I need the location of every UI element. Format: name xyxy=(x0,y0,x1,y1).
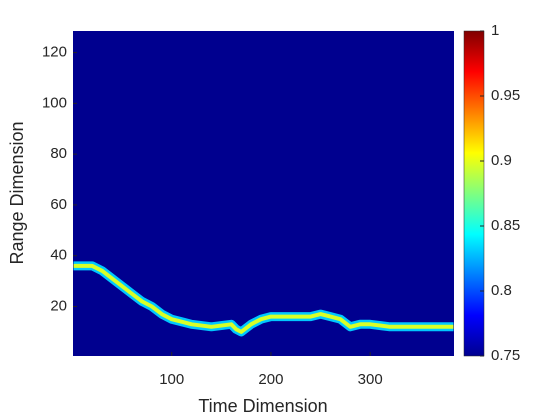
x-tick-label: 100 xyxy=(159,371,184,388)
heatmap-background xyxy=(73,31,454,356)
y-tick-label: 100 xyxy=(42,94,67,111)
y-tick-label: 40 xyxy=(50,247,67,264)
colorbar-tick-label: 0.95 xyxy=(491,87,520,104)
y-tick-label: 80 xyxy=(50,145,67,162)
colorbar-tick-label: 0.9 xyxy=(491,152,512,169)
colorbar-tick-label: 0.85 xyxy=(491,217,520,234)
colorbar-tick-label: 1 xyxy=(491,22,499,39)
y-tick-label: 60 xyxy=(50,196,67,213)
y-axis-label: Range Dimension xyxy=(7,121,27,264)
x-tick-label: 200 xyxy=(258,371,283,388)
y-tick-label: 20 xyxy=(50,297,67,314)
colorbar xyxy=(463,30,485,357)
colorbar-tick-label: 0.8 xyxy=(491,282,512,299)
x-axis-label: Time Dimension xyxy=(198,396,327,416)
y-tick-label: 120 xyxy=(42,44,67,61)
ridge xyxy=(73,261,454,337)
colorbar-tick-label: 0.75 xyxy=(491,347,520,364)
x-tick-label: 300 xyxy=(358,371,383,388)
ridge-core xyxy=(73,263,454,334)
